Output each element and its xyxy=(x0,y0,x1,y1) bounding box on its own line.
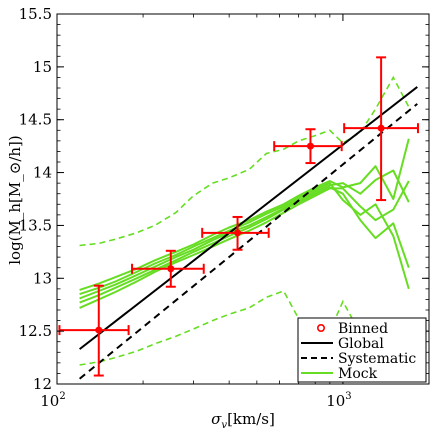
mock-curve-4 xyxy=(79,182,410,296)
systematic-fit-line xyxy=(79,103,418,380)
y-tick-label: 12.5 xyxy=(19,322,52,340)
binned-marker xyxy=(306,142,314,150)
legend-label-binned: Binned xyxy=(338,321,388,337)
y-tick-label: 15.5 xyxy=(19,5,52,23)
y-tick-label: 14 xyxy=(33,164,52,182)
y-tick-label: 12 xyxy=(33,375,52,393)
mock-curve-1 xyxy=(79,180,410,309)
legend-box xyxy=(297,317,427,383)
y-tick-label: 13 xyxy=(33,269,52,287)
binned-point-2 xyxy=(131,249,205,288)
fit-lines-layer xyxy=(79,86,418,380)
x-tick-label: 102 xyxy=(40,391,65,410)
plot-frame xyxy=(56,13,430,385)
x-axis-label: σv[km/s] xyxy=(211,410,275,431)
x-tick-label: 103 xyxy=(326,391,351,410)
mock-curve-5 xyxy=(79,138,410,291)
legend-label-global: Global xyxy=(338,336,384,352)
binned-point-3 xyxy=(201,215,270,251)
legend-label-systematic: Systematic xyxy=(338,351,416,367)
binned-points-layer xyxy=(58,56,419,377)
y-axis-label: log(M_h[M_⊙/h]) xyxy=(6,135,24,265)
binned-marker xyxy=(167,265,175,273)
y-tick-label: 13.5 xyxy=(19,216,52,234)
mock-curve-2 xyxy=(79,186,410,304)
binned-point-4 xyxy=(273,128,343,165)
binned-marker xyxy=(377,124,385,132)
binned-marker xyxy=(234,229,242,237)
binned-point-1 xyxy=(58,284,130,377)
axis-ticks: 12 12.5 13 13.5 14 14.5 15 15.5 102 103 xyxy=(19,5,430,410)
binned-marker xyxy=(95,326,103,334)
legend-label-mock: Mock xyxy=(338,366,378,382)
legend-marker-binned xyxy=(316,323,325,332)
y-tick-label: 14.5 xyxy=(19,111,52,129)
y-tick-label: 15 xyxy=(33,58,52,76)
global-fit-line xyxy=(79,86,418,350)
legend: Binned Global Systematic Mock xyxy=(297,317,427,383)
mock-curve-3 xyxy=(79,169,410,300)
binned-point-5 xyxy=(343,56,419,202)
